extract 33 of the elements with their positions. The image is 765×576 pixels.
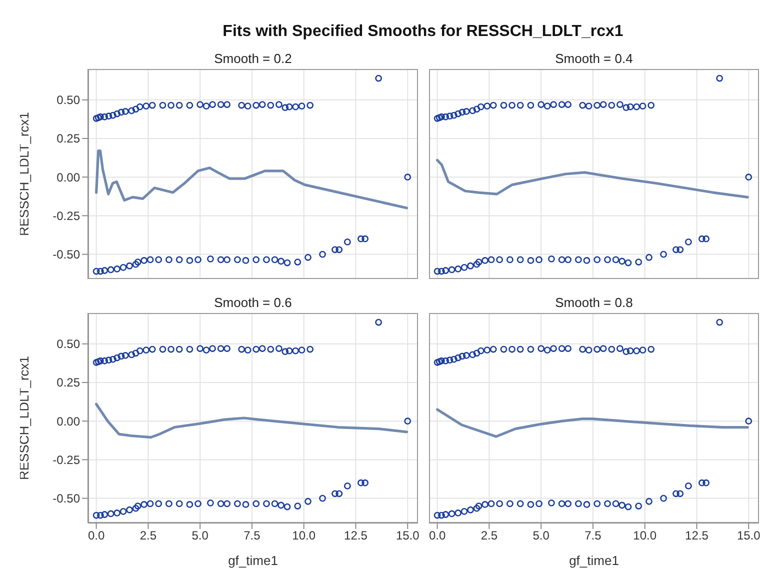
x-tick-label: 10.0 — [292, 528, 316, 543]
chart-subtitle: Smooth = 0.4 — [554, 51, 634, 67]
x-tick-label: 0.0 — [428, 528, 446, 543]
x-axis-title: gf_time1 — [228, 553, 278, 568]
x-tick-label: 2.5 — [480, 528, 498, 543]
x-axis-title: gf_time1 — [569, 553, 619, 568]
y-tick-label: -0.25 — [52, 452, 80, 467]
x-tick-label: 15.0 — [736, 528, 761, 543]
x-tick-label: 5.0 — [532, 528, 550, 543]
y-tick-label: -0.50 — [52, 492, 80, 506]
chart-subtitle: Smooth = 0.8 — [554, 295, 634, 311]
x-tick-label: 15.0 — [396, 528, 420, 543]
x-tick-label: 5.0 — [192, 528, 209, 543]
y-tick-label: -0.50 — [52, 248, 80, 262]
y-tick-label: -0.25 — [52, 208, 80, 223]
x-tick-label: 12.5 — [685, 528, 709, 543]
x-tick-label: 12.5 — [344, 528, 368, 543]
x-tick-label: 0.0 — [88, 528, 105, 543]
x-tick-label: 7.5 — [244, 528, 261, 543]
x-tick-label: 7.5 — [584, 528, 602, 543]
chart-subtitle: Smooth = 0.2 — [213, 51, 293, 67]
chart-title: Fits with Specified Smooths for RESSCH_LDLT_rcx1 — [222, 23, 624, 41]
y-tick-label: 0.50 — [56, 337, 80, 352]
line-series — [95, 150, 408, 210]
x-tick-label: 10.0 — [633, 528, 657, 543]
line-series — [95, 402, 408, 439]
y-tick-label: 0.00 — [56, 414, 80, 428]
y-tick-label: 0.00 — [56, 170, 80, 184]
chart-subtitle: Smooth = 0.6 — [213, 295, 293, 311]
x-tick-label: 2.5 — [140, 528, 157, 543]
y-tick-label: 0.25 — [56, 376, 80, 390]
y-tick-label: 0.50 — [56, 93, 80, 108]
y-tick-label: 0.25 — [56, 132, 80, 146]
